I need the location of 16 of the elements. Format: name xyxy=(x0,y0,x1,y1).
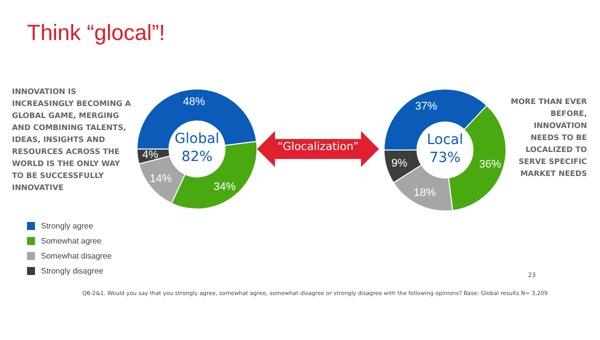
text: Global 82% xyxy=(174,130,220,166)
legend-label: Somewhat disagree xyxy=(41,252,112,260)
data-label: 18% xyxy=(414,186,436,199)
data-label: 4% xyxy=(142,148,159,161)
data-label: 37% xyxy=(415,100,438,112)
text: “Glocalization” xyxy=(276,140,360,153)
text: Local 73% xyxy=(426,131,464,167)
data-label: 36% xyxy=(479,158,502,171)
data-label: 34% xyxy=(214,181,236,194)
legend-label: Somewhat agree xyxy=(41,236,102,246)
legend-label: Strongly agree xyxy=(41,222,94,230)
data-label: 48% xyxy=(183,96,206,108)
data-label: 14% xyxy=(150,172,172,185)
data-label: 9% xyxy=(391,157,408,170)
legend-label: Strongly disagree xyxy=(41,266,104,276)
chart-title: Think “glocal”! xyxy=(27,20,166,46)
